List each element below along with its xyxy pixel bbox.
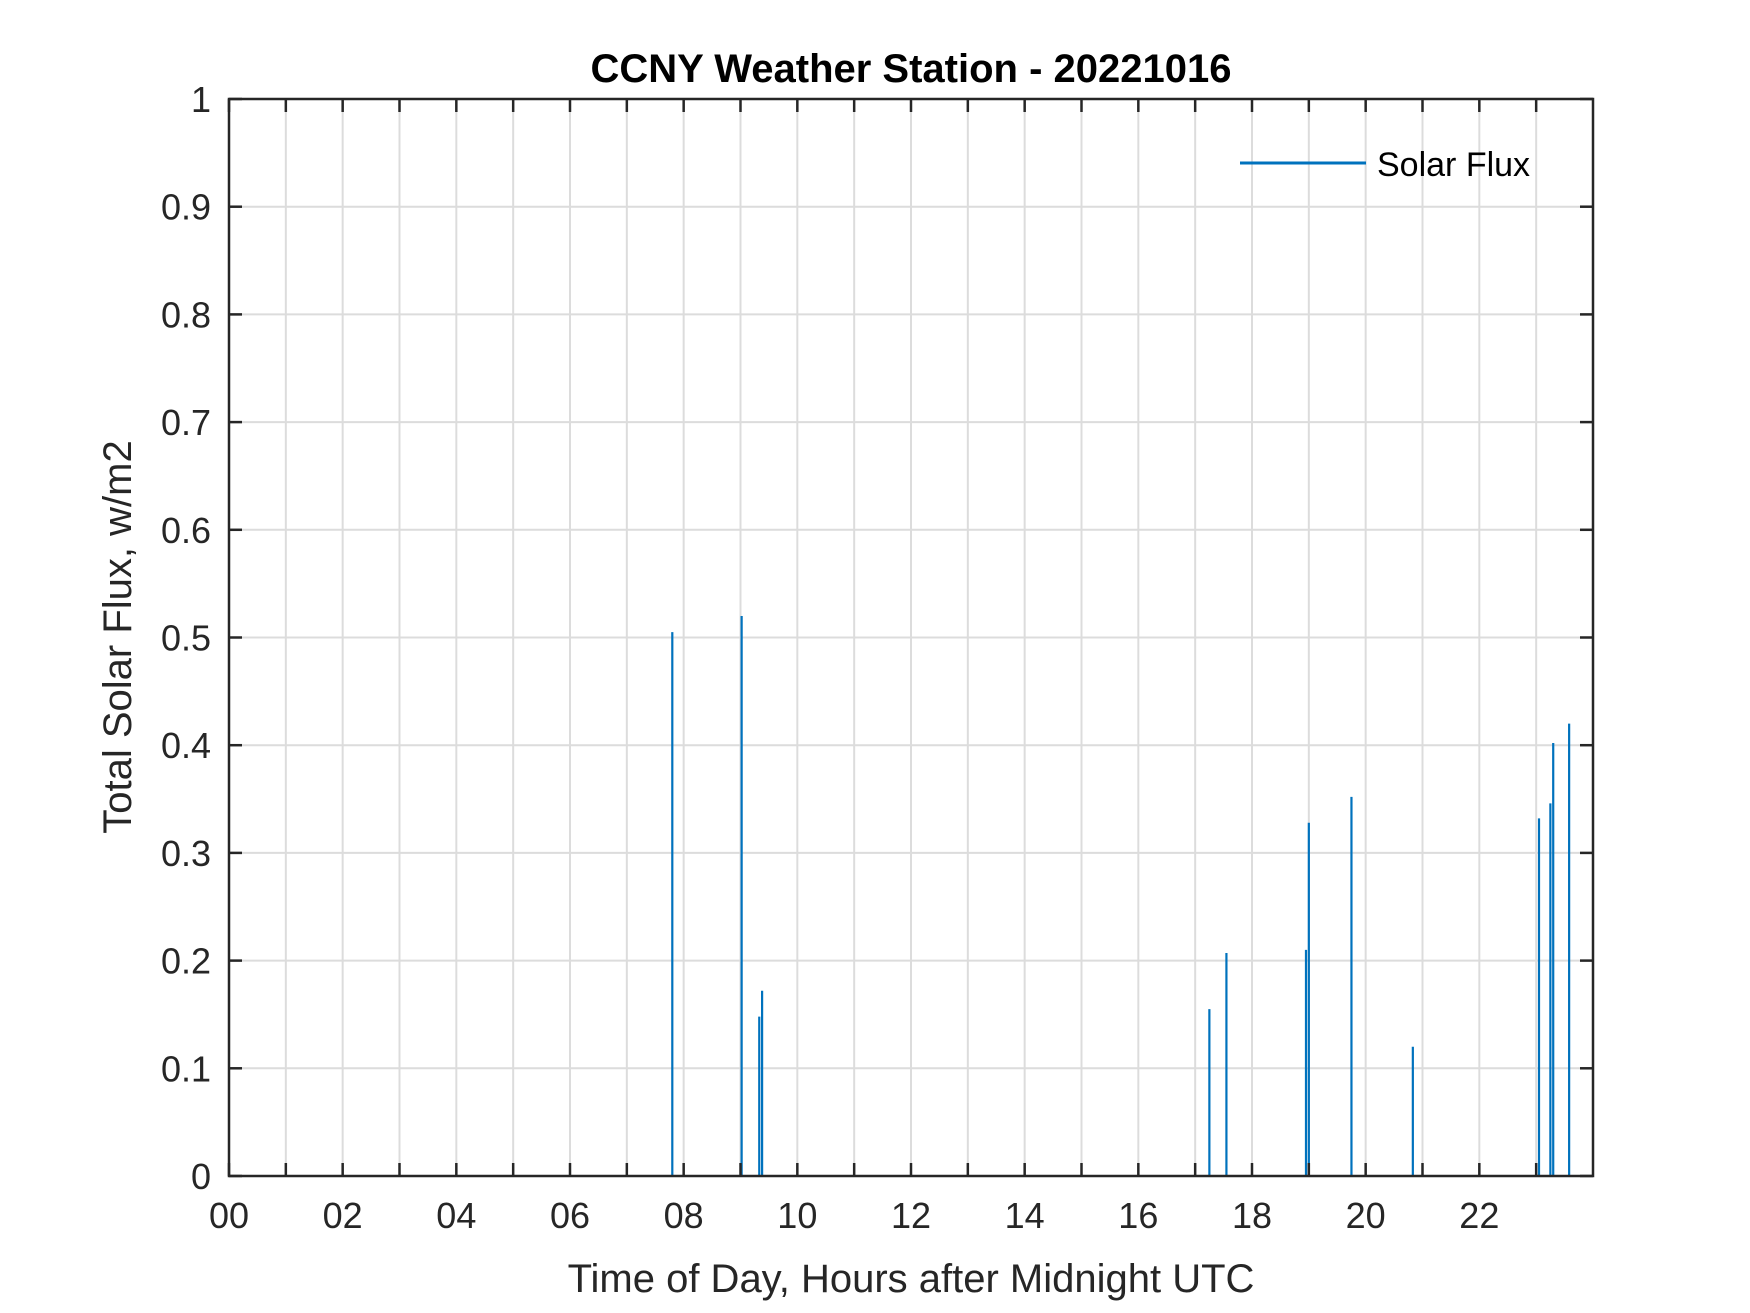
chart-title: CCNY Weather Station - 20221016 (591, 47, 1232, 91)
y-tick-label: 0.2 (161, 941, 211, 982)
y-tick-label: 0.5 (161, 618, 211, 659)
legend-label-solar-flux: Solar Flux (1377, 146, 1530, 184)
y-tick-labels: 0 0.1 0.2 0.3 0.4 0.5 0.6 0.7 0.8 0.9 1 (161, 79, 211, 1197)
y-tick-label: 0.1 (161, 1048, 211, 1089)
x-tick-label: 08 (664, 1195, 704, 1236)
y-tick-label: 0.6 (161, 510, 211, 551)
x-tick-label: 16 (1118, 1195, 1158, 1236)
x-tick-label: 22 (1459, 1195, 1499, 1236)
y-tick-label: 0.7 (161, 402, 211, 443)
x-tick-label: 04 (436, 1195, 476, 1236)
x-axis-label: Time of Day, Hours after Midnight UTC (568, 1257, 1255, 1301)
legend: Solar Flux (1240, 146, 1530, 184)
y-tick-label: 0.3 (161, 833, 211, 874)
y-tick-label: 1 (191, 79, 211, 120)
y-tick-label: 0.8 (161, 294, 211, 335)
plot-series (671, 615, 1571, 1176)
y-axis-label: Total Solar Flux, w/m2 (96, 440, 140, 833)
x-tick-labels: 00 02 04 06 08 10 12 14 16 18 20 22 (209, 1195, 1499, 1236)
y-tick-label: 0.9 (161, 187, 211, 228)
axis-ticks (227, 97, 1593, 1178)
x-tick-label: 02 (323, 1195, 363, 1236)
x-tick-label: 14 (1005, 1195, 1045, 1236)
x-tick-label: 06 (550, 1195, 590, 1236)
x-tick-label: 18 (1232, 1195, 1272, 1236)
y-tick-label: 0.4 (161, 725, 211, 766)
x-tick-label: 12 (891, 1195, 931, 1236)
x-tick-label: 10 (777, 1195, 817, 1236)
x-tick-label: 20 (1346, 1195, 1386, 1236)
grid (229, 99, 1593, 1176)
y-tick-label: 0 (191, 1156, 211, 1197)
x-tick-label: 00 (209, 1195, 249, 1236)
